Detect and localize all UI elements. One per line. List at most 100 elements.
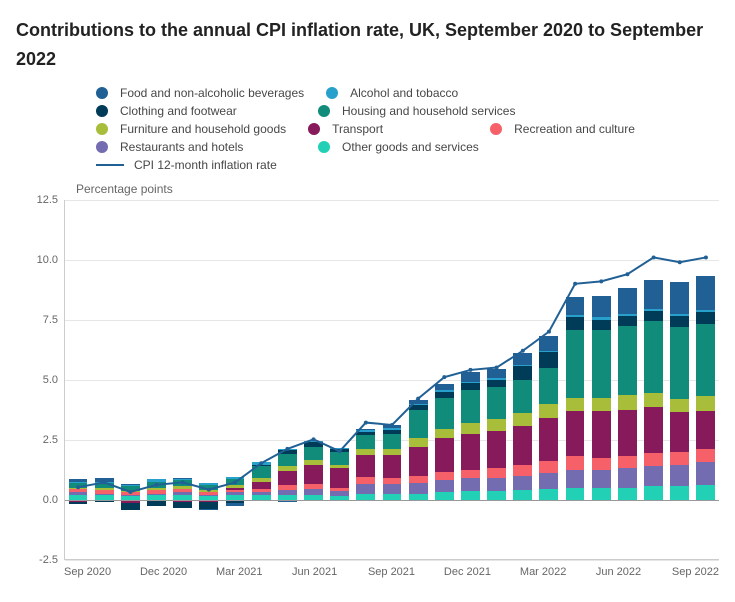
bar-segment-housing: [670, 327, 689, 399]
bar-segment-alcohol: [356, 430, 375, 432]
bar-segment-housing: [592, 330, 611, 397]
legend-item: Furniture and household goods: [96, 122, 286, 136]
bar-segment-housing: [644, 321, 663, 393]
bar-segment-transport: [435, 438, 454, 472]
bar-segment-furniture: [409, 438, 428, 446]
bar-segment-housing: [304, 447, 323, 460]
legend-swatch: [96, 87, 108, 99]
y-tick-label: 2.5: [43, 434, 58, 446]
legend-label: Housing and household services: [342, 104, 515, 118]
bar-segment-housing: [173, 480, 192, 486]
legend-label: Recreation and culture: [514, 122, 635, 136]
bar-segment-furniture: [644, 393, 663, 407]
legend-item: Recreation and culture: [490, 122, 650, 136]
x-tick-label: Dec 2020: [140, 566, 216, 578]
bar-segment-restaurants: [461, 478, 480, 491]
bar-segment-restaurants: [383, 484, 402, 494]
bar-segment-transport: [487, 431, 506, 468]
bar-segment-furniture: [461, 423, 480, 434]
bar-segment-food: [696, 276, 715, 310]
bar-segment-clothing: [670, 316, 689, 327]
bar-segment-alcohol: [278, 449, 297, 450]
bar-segment-alcohol: [435, 390, 454, 391]
bar-segment-transport: [409, 447, 428, 476]
legend-item: Alcohol and tobacco: [326, 86, 526, 100]
bar-segment-restaurants: [409, 483, 428, 494]
legend-swatch: [318, 105, 330, 117]
bar-segment-recreation: [304, 484, 323, 489]
y-tick-label: 12.5: [37, 194, 58, 206]
y-axis-label: Percentage points: [76, 182, 719, 196]
legend-swatch: [96, 105, 108, 117]
bar-segment-housing: [696, 324, 715, 396]
bar-segment-food: [199, 509, 218, 510]
bar-segment-housing: [435, 398, 454, 429]
bar-segment-clothing: [435, 392, 454, 398]
bar-segment-food: [69, 479, 88, 481]
bar-segment-clothing: [304, 442, 323, 447]
bar-segment-food: [618, 288, 637, 313]
legend-label: Other goods and services: [342, 140, 479, 154]
bar-segment-food: [644, 280, 663, 309]
bar-segment-alcohol: [670, 314, 689, 316]
bar-segment-restaurants: [356, 484, 375, 494]
bar-segment-housing: [330, 452, 349, 465]
bar-segment-recreation: [356, 477, 375, 484]
bar-segment-clothing: [409, 405, 428, 410]
legend-swatch: [96, 123, 108, 135]
bar-segment-restaurants: [435, 480, 454, 492]
legend-item: Clothing and footwear: [96, 104, 296, 118]
bar-segment-housing: [461, 390, 480, 422]
bar-segment-transport: [383, 455, 402, 478]
bar-segment-alcohol: [383, 428, 402, 430]
bar-segment-food: [173, 478, 192, 479]
bar-segment-furniture: [487, 419, 506, 431]
bar-segment-restaurants: [147, 494, 166, 495]
bar-segment-furniture: [383, 449, 402, 455]
bar-segment-furniture: [566, 398, 585, 411]
bar-segment-clothing: [147, 501, 166, 506]
legend-swatch: [326, 87, 338, 99]
bar-segment-transport: [461, 434, 480, 470]
legend-label: CPI 12-month inflation rate: [134, 158, 277, 172]
bar-segment-recreation: [618, 456, 637, 468]
bar-segment-recreation: [670, 452, 689, 465]
bar-segment-clothing: [95, 501, 114, 502]
bar-segment-recreation: [226, 490, 245, 492]
bar-segment-food: [95, 478, 114, 482]
bar-segment-housing: [487, 387, 506, 419]
legend-label: Food and non-alcoholic beverages: [120, 86, 304, 100]
bar-column: [536, 200, 562, 559]
x-tick-label: Sep 2020: [64, 566, 140, 578]
bar-segment-food: [356, 429, 375, 430]
bar-segment-furniture: [618, 395, 637, 409]
bar-segment-clothing: [252, 465, 271, 466]
bar-segment-alcohol: [513, 365, 532, 366]
bar-segment-food: [592, 296, 611, 318]
bar-segment-recreation: [461, 470, 480, 478]
x-tick-label: Mar 2021: [216, 566, 292, 578]
bar-segment-restaurants: [252, 492, 271, 494]
bar-segment-food: [513, 353, 532, 365]
y-tick-label: 10.0: [37, 254, 58, 266]
bar-segment-food: [670, 282, 689, 313]
bar-segment-transport: [592, 411, 611, 458]
x-tick-label: Jun 2021: [292, 566, 368, 578]
x-tick-label: Dec 2021: [444, 566, 520, 578]
legend-label: Clothing and footwear: [120, 104, 237, 118]
plot-area: [64, 200, 719, 560]
bar-segment-furniture: [226, 485, 245, 487]
bar-segment-clothing: [539, 352, 558, 368]
bar-column: [614, 200, 640, 559]
bar-segment-recreation: [409, 476, 428, 483]
bar-segment-alcohol: [226, 477, 245, 479]
bar-segment-other: [618, 488, 637, 500]
bar-segment-food: [409, 400, 428, 404]
bar-segment-restaurants: [696, 462, 715, 485]
bar-segment-other: [670, 486, 689, 499]
legend-swatch: [318, 141, 330, 153]
y-tick-label: 0.0: [43, 494, 58, 506]
bar-segment-transport: [252, 482, 271, 489]
x-tick-label: Sep 2021: [368, 566, 444, 578]
bar-segment-restaurants: [95, 494, 114, 495]
